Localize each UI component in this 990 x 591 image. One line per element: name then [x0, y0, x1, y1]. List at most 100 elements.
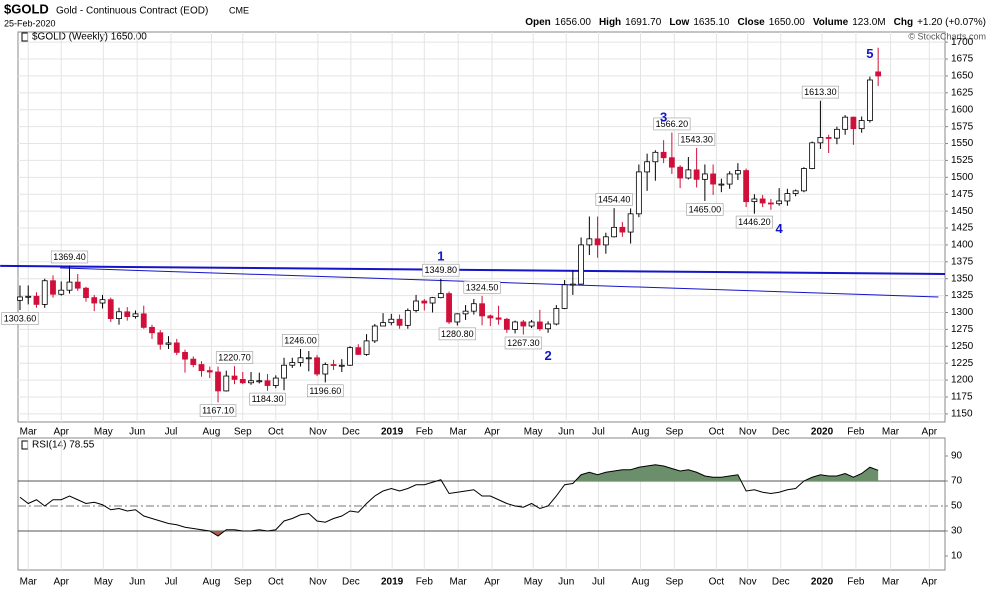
annotation-box	[50, 250, 89, 264]
candle-body	[503, 318, 510, 330]
candle-body	[693, 169, 700, 180]
x-tick-label: Jul	[165, 577, 178, 588]
x-tick-label: Nov	[309, 577, 327, 588]
candle-body	[25, 295, 32, 298]
candle-body	[338, 364, 345, 367]
candle-body	[495, 317, 502, 320]
y-tick-label: 1500	[951, 172, 974, 183]
candle-body	[470, 303, 477, 312]
price-annotation: 1446.20	[735, 215, 773, 229]
price-annotation: 1196.60	[307, 384, 344, 398]
candle-body	[842, 116, 849, 130]
wave-label: 4	[776, 221, 784, 236]
rsi-panel	[17, 437, 946, 571]
price-annotation: 1324.50	[463, 281, 501, 294]
x-tick-label: Apr	[922, 577, 938, 588]
candle-body	[380, 322, 386, 327]
candle-body	[421, 300, 428, 304]
candle-body	[248, 380, 254, 384]
x-tick-label: Oct	[268, 577, 284, 588]
candle-body	[347, 347, 353, 366]
rsi-line	[19, 464, 879, 537]
price-annotation: 1369.40	[50, 250, 89, 264]
y-tick-label: 1675	[951, 54, 974, 65]
candle-body	[487, 315, 494, 319]
annotation-box	[215, 351, 254, 364]
y-tick-label: 1575	[951, 121, 974, 132]
y-tick-label: 1275	[951, 324, 974, 335]
candle-body	[875, 71, 882, 77]
rsi-legend: RSI(14) 78.55	[32, 440, 95, 451]
wave-label: 2	[544, 348, 551, 363]
y-tick-label: 1175	[951, 392, 973, 403]
candle-body	[561, 284, 568, 309]
price-annotation: 1280.80	[438, 327, 476, 341]
candle-body	[58, 289, 65, 295]
annotation-label: 1220.70	[218, 352, 251, 362]
candle-body	[173, 342, 180, 353]
candle-body	[371, 325, 378, 342]
annotation-box	[504, 336, 542, 350]
candle-body	[743, 170, 750, 203]
y-tick-label: 1650	[951, 71, 974, 82]
stat-label: Close	[737, 17, 765, 28]
x-tick-label: Mar	[450, 427, 468, 438]
y-tick-label: 50	[951, 501, 963, 512]
candle-body	[759, 198, 766, 204]
y-tick-label: 1525	[951, 155, 974, 166]
x-tick-label: Feb	[847, 427, 865, 438]
candle-body	[644, 161, 651, 173]
candle-body	[272, 377, 279, 386]
annotation-box	[653, 117, 691, 131]
candle-body	[545, 323, 551, 330]
candle-body	[289, 362, 296, 366]
x-tick-label: Jul	[592, 427, 605, 438]
annotation-label: 1613.30	[804, 87, 837, 97]
x-tick-label: Jul	[165, 427, 178, 438]
candle-body	[124, 311, 131, 317]
x-tick-label: May	[94, 577, 113, 588]
annotation-box	[595, 193, 633, 206]
price-annotation: 1303.60	[1, 312, 39, 325]
candle-body	[74, 281, 81, 289]
candle-body	[322, 364, 329, 375]
stat-label: High	[599, 17, 621, 28]
y-tick-label: 1350	[951, 273, 974, 284]
x-tick-label: Jun	[129, 427, 145, 438]
candle-body	[767, 202, 774, 205]
x-tick-label: Nov	[309, 427, 327, 438]
exchange: CME	[229, 5, 249, 15]
x-tick-label: May	[94, 427, 113, 438]
y-tick-label: 30	[951, 526, 963, 537]
candle-body	[635, 171, 642, 215]
x-tick-label: Sep	[234, 577, 252, 588]
x-tick-label: Sep	[234, 427, 252, 438]
x-tick-label: Apr	[53, 577, 69, 588]
x-tick-label: Nov	[739, 577, 757, 588]
candle-body	[784, 193, 791, 202]
candle-body	[314, 357, 320, 375]
candle-body	[619, 226, 626, 233]
x-tick-label: Mar	[450, 577, 468, 588]
x-tick-label: May	[524, 577, 543, 588]
candle-body	[264, 380, 271, 386]
trend-line	[0, 264, 946, 275]
x-tick-label: Jun	[558, 577, 574, 588]
x-tick-label: Mar	[882, 577, 900, 588]
candle-body	[413, 300, 419, 311]
annotation-box	[249, 392, 286, 406]
candle-body	[850, 116, 857, 130]
annotation-box	[281, 334, 320, 347]
stat-value: 123.0M	[852, 17, 885, 28]
legend-icon	[21, 32, 29, 42]
stat-label: Low	[669, 17, 689, 28]
candle-body	[223, 375, 230, 392]
candle-body	[165, 342, 172, 345]
annotation-label: 1184.30	[252, 394, 284, 404]
candle-body	[446, 293, 452, 323]
y-tick-label: 1600	[951, 104, 974, 115]
annotation-label: 1246.00	[284, 335, 317, 345]
candle-body	[701, 173, 708, 180]
stat-label: Open	[525, 17, 551, 28]
